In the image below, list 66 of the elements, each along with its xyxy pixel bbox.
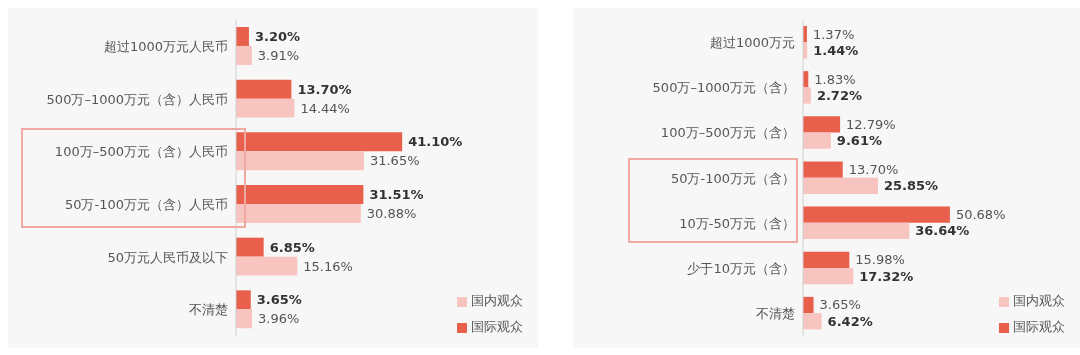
bar: [236, 45, 252, 65]
bar: [236, 27, 249, 46]
data-label: 14.44%: [300, 100, 350, 116]
data-label: 13.70%: [848, 162, 899, 178]
data-label: 13.70%: [297, 81, 352, 97]
y-tick-label: 不清楚: [189, 302, 228, 318]
y-tick-label: 100万–500万元（含）人民币: [54, 144, 228, 160]
data-label: 1.37%: [812, 26, 855, 42]
y-tick-label: 不清楚: [756, 306, 795, 322]
bar: [236, 256, 298, 276]
bar: [803, 296, 814, 314]
data-label: 41.10%: [408, 134, 463, 150]
bar: [236, 203, 361, 223]
y-tick-label: 超过1000万元人民币: [103, 38, 228, 54]
y-tick-label: 50万-100万元（含）人民币: [64, 196, 228, 212]
bar: [236, 151, 364, 171]
data-label: 3.65%: [819, 297, 861, 313]
bar: [803, 177, 878, 194]
data-label: 1.83%: [814, 71, 856, 87]
data-label: 50.68%: [955, 207, 1006, 223]
data-label: 36.64%: [915, 223, 970, 239]
y-tick-label: 10万-50万元（含）: [679, 215, 795, 231]
bar: [236, 290, 251, 310]
data-label: 15.98%: [855, 252, 905, 268]
data-label: 12.79%: [846, 116, 896, 132]
y-tick-label: 超过1000万元: [709, 35, 795, 51]
legend-label: 国际观众: [1013, 319, 1065, 334]
y-tick-label: 少于10万元（含）: [687, 260, 795, 276]
legend-label: 国际观众: [471, 319, 523, 334]
bar: [236, 309, 253, 329]
legend-label: 国内观众: [1013, 293, 1065, 308]
bar: [803, 87, 811, 104]
data-label: 3.91%: [257, 47, 300, 63]
data-label: 3.65%: [256, 292, 302, 308]
y-tick-label: 100万–500万元（含）: [660, 125, 795, 141]
bar: [236, 79, 292, 99]
bar: [236, 237, 264, 257]
bar: [803, 116, 841, 133]
bar: [236, 98, 295, 118]
bar: [803, 206, 950, 223]
bar: [803, 313, 822, 330]
bar: [803, 132, 831, 149]
data-label: 9.61%: [836, 133, 882, 149]
data-label: 3.96%: [258, 311, 300, 327]
bar: [803, 161, 843, 178]
bar: [803, 251, 850, 268]
data-label: 31.51%: [369, 186, 424, 202]
data-label: 30.88%: [366, 205, 417, 221]
y-tick-label: 500万–1000万元（含）: [652, 80, 795, 96]
data-label: 1.44%: [813, 42, 859, 58]
data-label: 17.32%: [859, 268, 914, 284]
bar: [803, 267, 854, 285]
y-tick-label: 50万-100万元（含）: [670, 170, 795, 186]
legend-label: 国内观众: [471, 293, 523, 308]
data-label: 2.72%: [816, 88, 862, 104]
bar: [236, 185, 364, 204]
data-label: 15.16%: [303, 258, 353, 274]
data-label: 6.42%: [827, 313, 873, 329]
data-label: 31.65%: [369, 153, 420, 169]
bar: [803, 222, 910, 240]
data-label: 3.20%: [254, 28, 301, 44]
y-tick-label: 50万元人民币及以下: [107, 249, 228, 265]
bar: [236, 132, 403, 152]
data-label: 6.85%: [269, 239, 315, 255]
data-label: 25.85%: [883, 178, 939, 194]
y-tick-label: 500万–1000万元（含）人民币: [46, 91, 228, 107]
